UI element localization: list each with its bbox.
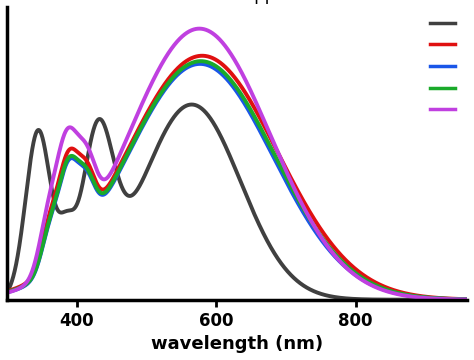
- X-axis label: wavelength (nm): wavelength (nm): [151, 335, 323, 353]
- Legend: , , , , : , , , ,: [424, 11, 463, 123]
- Text: r candidates for future OSC applications.: r candidates for future OSC applications…: [11, 0, 349, 4]
